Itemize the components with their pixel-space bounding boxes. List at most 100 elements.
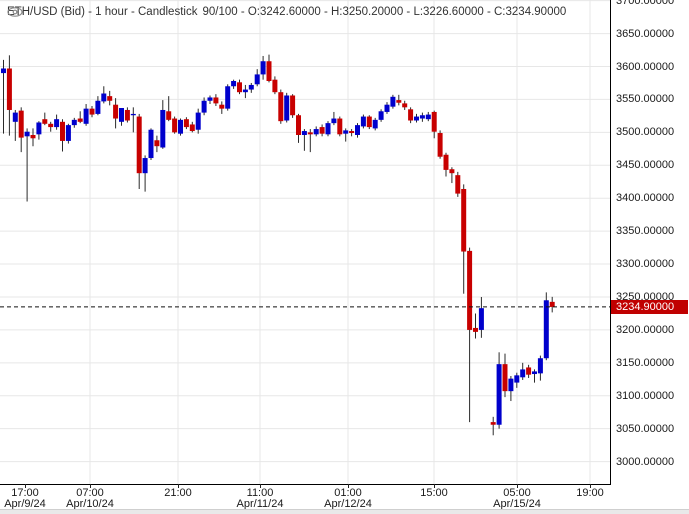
candle-bull [254,74,260,85]
candle-bull [325,123,331,135]
price-axis[interactable]: 3234.90000 3700.00000 3650.00000 3600.0000… [611,0,689,509]
candle-bull [390,96,396,107]
price-axis-label: 3300.00000 [616,258,675,271]
candle-bull [496,364,502,425]
candle-bear [526,367,532,375]
candle-bull [419,115,425,119]
candle-bear [396,100,402,103]
candle-bull [378,111,384,120]
candle-bear [490,422,496,425]
time-axis-time-label: 01:00 [334,487,362,499]
price-axis-label: 3400.00000 [616,192,675,205]
time-axis-tick-mark [517,484,518,488]
candle-bear [278,92,284,122]
candle-bull [12,112,18,122]
candle-bear [290,95,296,116]
candle-bull [148,129,154,159]
candle-bull [160,109,166,148]
candle-bear [461,188,467,252]
candle-bull [520,369,526,378]
candle-bear [443,154,449,170]
chart-ohlc-text: 90/100 - O:3242.60000 - H:3250.20000 - L… [202,6,567,18]
candle-bull [178,119,183,134]
price-axis-label: 3150.00000 [616,356,675,369]
time-axis-date-label: Apr/15/24 [493,498,541,510]
price-axis-label: 3500.00000 [616,126,675,139]
candle-bull [119,107,124,122]
candle-bull [248,84,254,90]
candle-bear [183,119,189,128]
candle-bull [414,116,419,121]
candle-bull [343,130,349,134]
candle-bull [101,93,107,102]
price-axis-label: 3650.00000 [616,27,675,40]
candle-bear [213,97,219,104]
candle-bull [260,61,266,75]
candle-bear [449,169,455,174]
candle-bull [65,125,71,141]
candle-bear [502,364,508,392]
candle-bull [225,86,231,109]
candle-bear [107,96,113,101]
candle-bear [455,175,461,194]
candle-bear [113,104,119,119]
candle-bull [201,100,207,113]
candle-bear [89,108,95,115]
time-axis-time-label: 17:00 [11,487,39,499]
time-axis-tick-mark [25,484,26,488]
candle-bear [77,118,83,122]
candle-bull [36,122,42,135]
candle-bear [431,111,437,132]
price-axis-label: 3050.00000 [616,422,675,435]
candle-bear [189,124,195,132]
candle-bear [124,109,130,121]
candle-bull [331,118,337,124]
time-axis[interactable]: 17:00 Apr/9/24 07:00 Apr/10/24 21:00 11:00 Apr… [0,484,610,510]
candle-bear [272,79,278,93]
candle-bear [42,119,48,124]
price-chart-plot[interactable]: ETH/USD (Bid) - 1 hour - Candlestick 90/… [0,0,611,485]
candle-bull [532,371,537,375]
time-axis-time-label: 11:00 [246,487,274,499]
candle-bear [349,131,355,134]
candle-bull [24,131,30,137]
candle-bull [54,119,60,128]
time-axis-tick-mark [348,484,349,488]
candle-bear [467,250,473,330]
price-axis-label: 3600.00000 [616,60,675,73]
candle-bull [478,308,484,330]
candle-bull [425,114,431,120]
candle-bull [231,80,237,87]
time-axis-tick-mark [260,484,261,488]
time-axis-time-label: 07:00 [76,487,104,499]
candle-bear [30,134,36,139]
candle-bull [242,89,248,93]
candle-bear [60,121,65,141]
candle-bear [18,110,24,138]
candle-bear [473,327,478,332]
candle-bear [437,133,443,157]
candle-bear [266,61,272,81]
candle-bull [508,378,514,392]
horizontal-scrollbar[interactable] [0,509,689,514]
candle-bear [166,111,172,120]
candle-bear [136,116,142,174]
candle-bull [284,95,290,121]
chart-title: ETH/USD (Bid) - 1 hour - Candlestick 90/… [7,6,566,18]
time-axis-tick-mark [434,484,435,488]
candle-bear [237,82,242,93]
candle-bear [408,109,414,121]
candle-bull [195,112,201,130]
candle-bull [543,300,549,359]
candle-bull [1,68,6,74]
time-axis-time-label: 05:00 [503,487,531,499]
candle-bull [372,119,378,129]
time-axis-date-label: Apr/12/24 [324,498,372,510]
price-axis-label: 3550.00000 [616,93,675,106]
time-axis-tick-mark [90,484,91,488]
candle-bear [219,104,225,109]
candle-bear [319,127,325,134]
time-axis-time-label: 15:00 [420,487,448,499]
candle-bull [142,158,148,174]
time-axis-date-label: Apr/9/24 [4,498,46,510]
